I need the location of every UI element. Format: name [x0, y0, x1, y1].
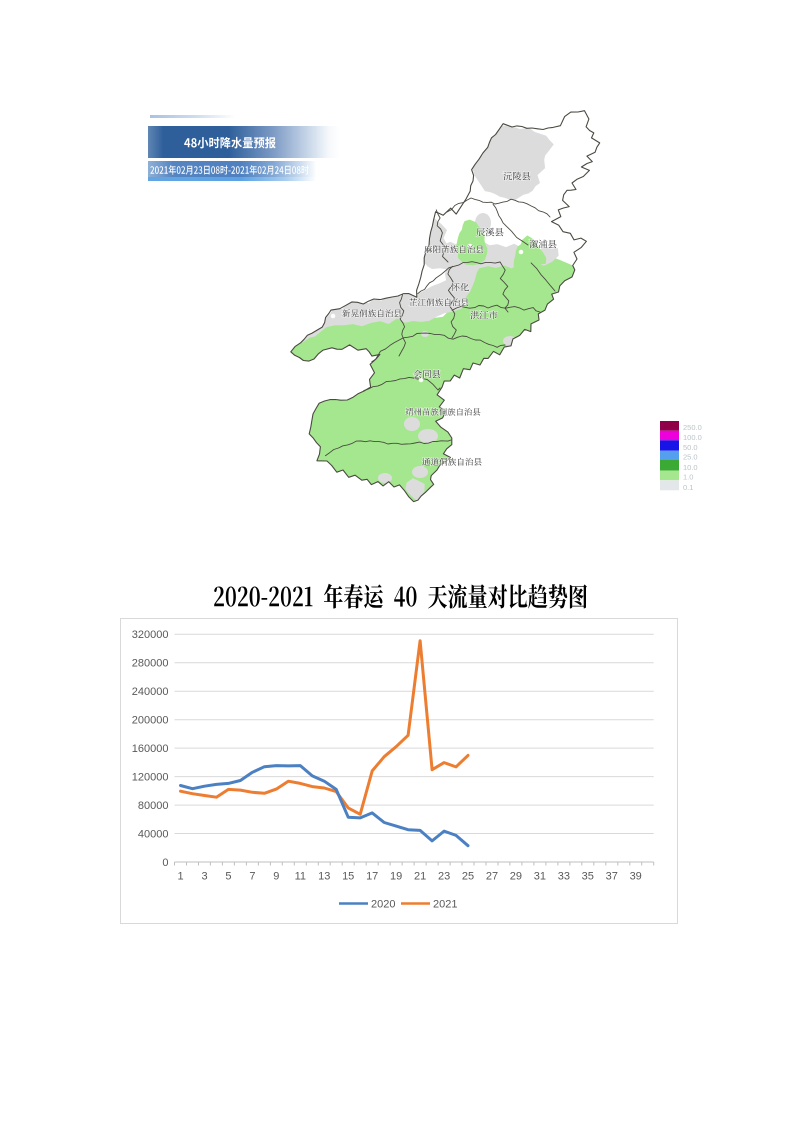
svg-text:9: 9 — [273, 871, 279, 883]
svg-text:50.0: 50.0 — [683, 443, 698, 452]
svg-text:27: 27 — [486, 871, 498, 883]
svg-text:280000: 280000 — [132, 658, 169, 670]
svg-text:2021: 2021 — [433, 899, 457, 911]
svg-text:19: 19 — [390, 871, 402, 883]
svg-text:1.0: 1.0 — [683, 473, 693, 482]
svg-text:11: 11 — [295, 871, 306, 883]
svg-text:240000: 240000 — [132, 686, 169, 698]
svg-text:7: 7 — [249, 871, 255, 883]
svg-text:5: 5 — [225, 871, 231, 883]
svg-text:3: 3 — [201, 871, 207, 883]
svg-text:23: 23 — [438, 871, 450, 883]
svg-text:13: 13 — [318, 871, 330, 883]
svg-text:29: 29 — [510, 871, 522, 883]
svg-text:160000: 160000 — [132, 743, 169, 755]
svg-text:1: 1 — [177, 871, 183, 883]
svg-text:200000: 200000 — [132, 715, 169, 727]
svg-text:2020: 2020 — [371, 899, 395, 911]
svg-text:120000: 120000 — [132, 771, 169, 783]
svg-text:0: 0 — [162, 857, 168, 869]
svg-text:80000: 80000 — [138, 800, 169, 812]
svg-text:33: 33 — [558, 871, 570, 883]
svg-text:250.0: 250.0 — [683, 423, 702, 432]
svg-text:21: 21 — [414, 871, 426, 883]
svg-text:10.0: 10.0 — [683, 463, 698, 472]
svg-text:39: 39 — [630, 871, 642, 883]
svg-text:15: 15 — [342, 871, 354, 883]
svg-text:0.1: 0.1 — [683, 483, 693, 492]
svg-text:25.0: 25.0 — [683, 453, 698, 462]
svg-text:100.0: 100.0 — [683, 433, 702, 442]
svg-text:37: 37 — [606, 871, 618, 883]
svg-text:17: 17 — [366, 871, 378, 883]
svg-text:35: 35 — [582, 871, 594, 883]
svg-text:25: 25 — [462, 871, 474, 883]
svg-text:31: 31 — [534, 871, 546, 883]
svg-text:40000: 40000 — [138, 828, 169, 840]
svg-text:320000: 320000 — [132, 629, 169, 641]
